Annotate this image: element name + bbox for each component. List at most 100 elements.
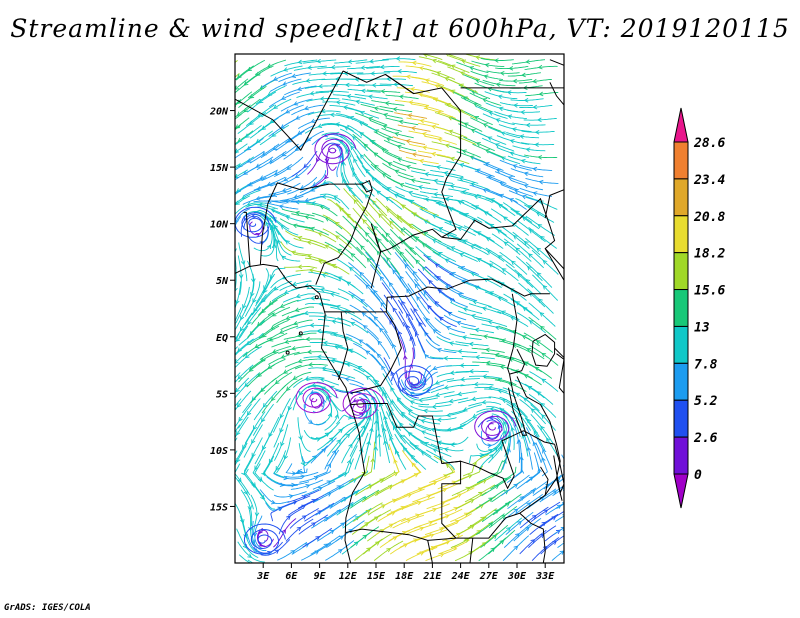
streamline (291, 150, 318, 177)
streamline (499, 102, 533, 107)
streamline (486, 70, 520, 74)
streamline-arrow (413, 307, 418, 313)
streamline (480, 524, 509, 549)
streamline (519, 529, 547, 555)
coast-border-line (361, 180, 373, 193)
streamline (270, 65, 303, 77)
streamline (455, 341, 489, 347)
streamline (402, 259, 428, 288)
streamline (298, 514, 329, 535)
streamline (263, 280, 292, 302)
streamline (340, 162, 356, 197)
streamline (505, 511, 534, 536)
streamline-arrow (472, 461, 477, 467)
coast-border-line (235, 70, 344, 151)
streamline (524, 204, 555, 223)
streamline-arrow (406, 324, 411, 330)
streamline (444, 198, 477, 210)
streamline (474, 317, 508, 328)
streamline (320, 344, 354, 353)
streamline (417, 339, 444, 360)
streamline-arrow (418, 66, 424, 71)
streamline-arrow (266, 181, 272, 187)
streamline-arrow (261, 308, 266, 314)
streamline (260, 306, 291, 326)
streamline (422, 163, 456, 171)
streamline-arrow (361, 312, 367, 317)
streamline-arrow (279, 413, 284, 419)
streamline (503, 293, 533, 314)
streamline (462, 73, 495, 87)
streamline (519, 164, 553, 171)
streamline-arrow (436, 348, 442, 353)
streamline-arrow (414, 331, 420, 337)
streamline (281, 306, 315, 317)
streamline (411, 223, 442, 243)
streamline (456, 151, 489, 165)
coast-border-line (345, 528, 456, 541)
streamline (299, 470, 331, 483)
streamline (235, 398, 242, 408)
streamline (408, 143, 442, 152)
streamline (261, 384, 287, 414)
streamline-arrow (283, 475, 289, 481)
streamline (352, 194, 377, 223)
streamline (419, 177, 453, 184)
colorbar-label: 0 (694, 468, 702, 483)
streamline-arrow (417, 500, 422, 506)
streamline (273, 518, 297, 548)
streamline-arrow (483, 74, 489, 79)
streamline (288, 498, 319, 516)
streamline (371, 100, 405, 106)
streamline-arrow (263, 288, 268, 294)
streamline (493, 89, 527, 94)
streamline (399, 534, 432, 549)
streamline-arrow (468, 369, 474, 374)
coast-border-line (491, 278, 550, 297)
streamline (259, 345, 292, 360)
map-frame (234, 53, 565, 564)
streamline-arrow (419, 379, 425, 385)
streamline-arrow (268, 432, 273, 438)
streamline (297, 201, 331, 210)
streamline (235, 176, 267, 194)
streamline-arrow (365, 168, 370, 174)
streamline-arrow (543, 509, 549, 514)
streamline-arrow (512, 78, 518, 84)
streamline-arrow (457, 349, 463, 354)
streamline (525, 237, 553, 262)
streamline (279, 280, 312, 291)
streamline (235, 281, 242, 310)
colorbar-segment (673, 325, 689, 364)
streamline (358, 84, 392, 87)
streamline-arrow (483, 277, 489, 283)
streamline (382, 386, 404, 418)
streamline (367, 89, 401, 93)
streamline (344, 360, 375, 379)
streamline-arrow (352, 398, 358, 403)
streamline-arrow (492, 534, 497, 539)
streamline-arrow (360, 245, 365, 250)
streamline (294, 363, 328, 370)
streamline-arrow (378, 213, 383, 219)
streamline-arrow (500, 156, 506, 161)
streamline-arrow (411, 60, 417, 66)
streamline-arrow (513, 235, 518, 240)
streamline (346, 116, 378, 132)
streamline (238, 398, 261, 429)
streamline-arrow (424, 78, 430, 83)
streamline-arrow (443, 355, 449, 361)
streamline (293, 65, 327, 71)
streamline-arrow (539, 496, 545, 502)
streamline-arrow (436, 417, 442, 423)
streamline (403, 434, 432, 457)
streamline-arrow (503, 477, 508, 483)
streamline (261, 163, 292, 182)
streamline-arrow (438, 227, 444, 232)
streamline-arrow (532, 441, 537, 447)
streamline (450, 234, 482, 249)
streamline-arrow (271, 132, 277, 137)
streamline (304, 123, 337, 134)
streamline (379, 269, 402, 301)
colorbar-label: 20.8 (693, 210, 725, 225)
